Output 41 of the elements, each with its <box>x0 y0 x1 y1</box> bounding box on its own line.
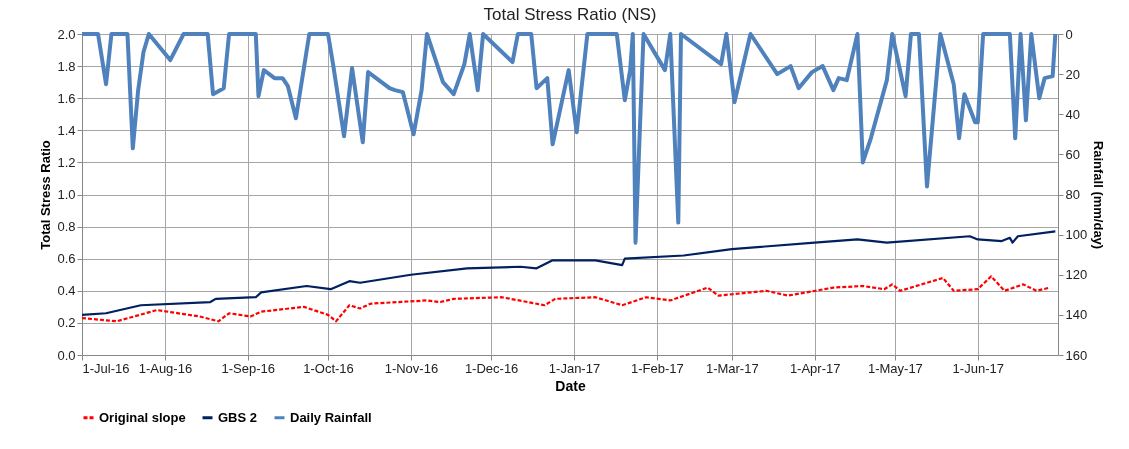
y-tick-label: 0.6 <box>57 251 76 267</box>
line-series <box>80 230 1057 316</box>
y-tick-label: 1.4 <box>57 122 76 138</box>
y-tick-label: 0.4 <box>57 283 76 299</box>
y2-tick-label: 80 <box>1065 187 1080 202</box>
x-tick-label: 1-Jan-17 <box>548 360 601 376</box>
x-tick-label: 1-Nov-16 <box>384 360 439 376</box>
legend-label: Daily Rainfall <box>290 409 372 425</box>
x-tick-label: 1-Aug-16 <box>138 360 193 376</box>
y-tick-label: 1.8 <box>57 58 76 74</box>
x-tick-label: 1-Feb-17 <box>631 360 684 376</box>
y-tick-label: 0.2 <box>57 315 76 331</box>
y-axis-title: Total Stress Ratio <box>38 140 54 250</box>
y2-tick-label: 160 <box>1065 347 1088 363</box>
line-series <box>80 32 1058 245</box>
x-tick-label: 1-Sep-16 <box>221 360 276 376</box>
y2-tick-label: 140 <box>1065 307 1088 323</box>
x-tick-label: 1-Apr-17 <box>789 360 841 376</box>
x-axis-title: Date <box>555 377 586 394</box>
y2-tick-label: 60 <box>1065 146 1080 162</box>
legend-label: GBS 2 <box>218 409 258 425</box>
y-tick-label: 2.0 <box>57 26 76 42</box>
x-tick-label: 1-Jul-16 <box>82 360 130 376</box>
x-tick-label: 1-Dec-16 <box>464 360 519 376</box>
y2-tick-label: 100 <box>1065 227 1088 243</box>
x-tick-label: 1-Oct-16 <box>303 360 354 376</box>
x-tick-label: 1-Jun-17 <box>952 360 1004 376</box>
chart-title: Total Stress Ratio (NS) <box>483 5 657 24</box>
x-tick-label: 1-May-17 <box>867 360 923 376</box>
y2-axis-title: Rainfall (mm/day) <box>1091 140 1107 250</box>
y-tick-label: 1.0 <box>57 187 76 202</box>
y-tick-label: 0.0 <box>57 347 76 363</box>
y-tick-label: 0.8 <box>57 219 76 235</box>
y-tick-label: 1.2 <box>57 154 76 170</box>
legend-label: Original slope <box>99 409 186 425</box>
y-tick-label: 1.6 <box>57 90 76 106</box>
y2-tick-label: 40 <box>1065 106 1080 122</box>
x-tick-label: 1-Mar-17 <box>705 360 759 376</box>
y2-tick-label: 20 <box>1065 66 1080 82</box>
y2-tick-label: 120 <box>1065 267 1088 283</box>
y2-tick-label: 0 <box>1065 26 1073 42</box>
